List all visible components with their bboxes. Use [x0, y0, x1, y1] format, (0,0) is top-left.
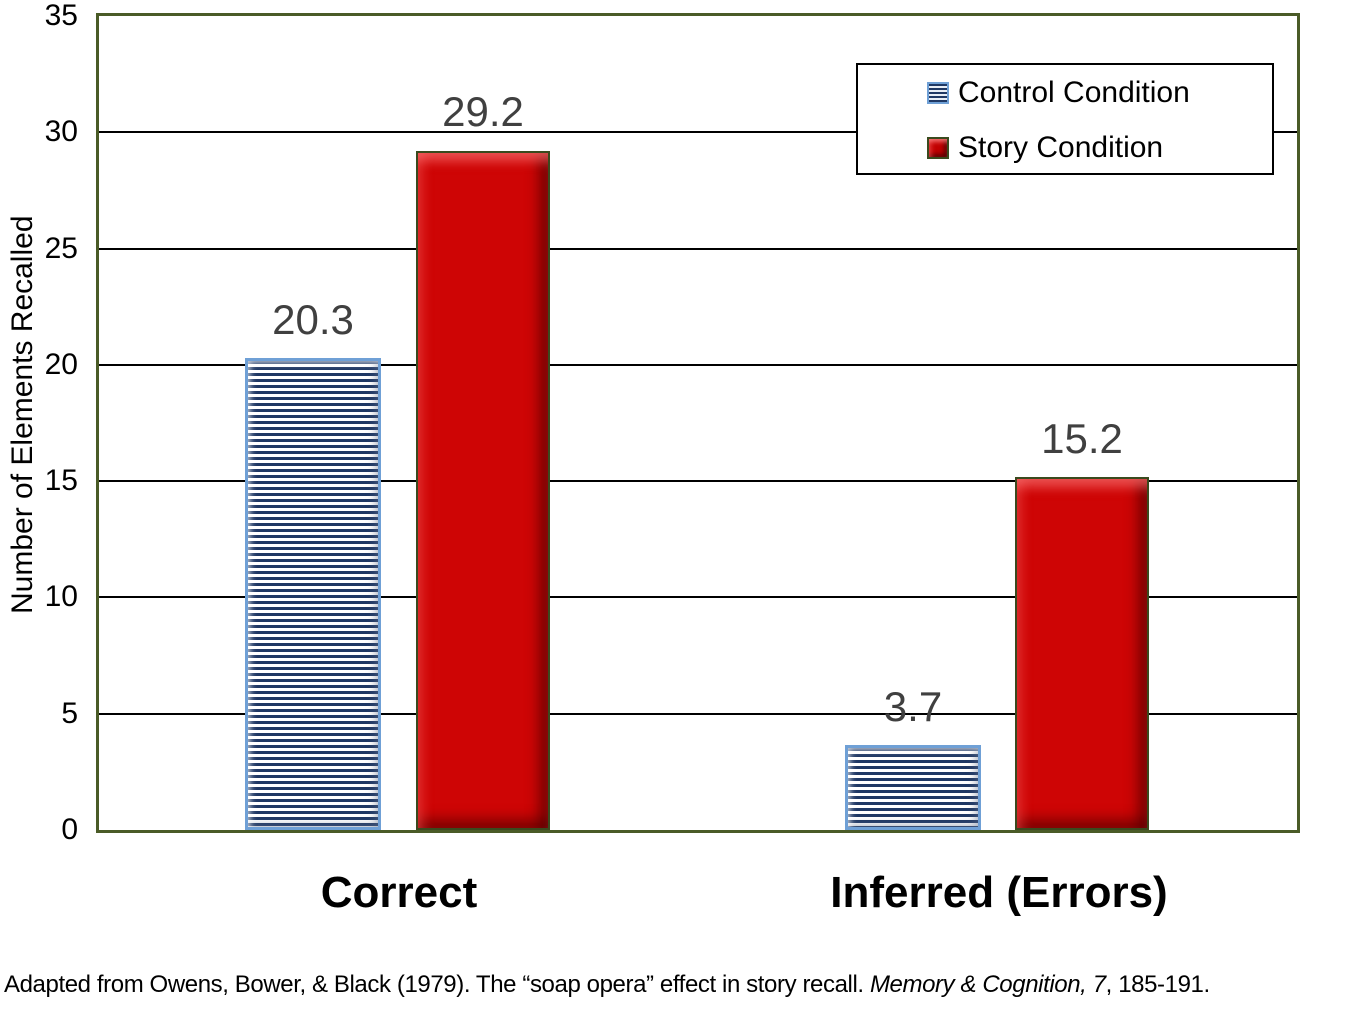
value-label-correct-story: 29.2 — [442, 88, 524, 135]
legend-label-control: Control Condition — [958, 76, 1190, 109]
citation-text: Adapted from Owens, Bower, & Black (1979… — [4, 971, 870, 998]
y-tick-25: 25 — [44, 232, 78, 265]
y-tick-20: 20 — [44, 348, 78, 381]
legend — [856, 63, 1274, 175]
citation-journal-italic: Memory & Cognition, 7 — [869, 971, 1106, 998]
value-label-correct-control: 20.3 — [272, 296, 354, 343]
y-tick-15: 15 — [44, 464, 78, 497]
bar-correct-control — [245, 358, 381, 830]
gridline-30 — [99, 131, 1297, 133]
citation-pages: , 185-191. — [1105, 971, 1210, 998]
value-label-inferred-control: 3.7 — [883, 683, 943, 730]
gridline-25 — [99, 248, 1297, 250]
gridline-15 — [99, 480, 1297, 482]
legend-label-story: Story Condition — [958, 131, 1164, 164]
gridline-5 — [99, 713, 1297, 715]
x-category-correct: Correct — [320, 868, 478, 917]
y-tick-5: 5 — [61, 697, 78, 730]
legend-swatch-story-red-icon — [927, 137, 949, 159]
bar-inferred-story — [1015, 477, 1149, 830]
gridline-20 — [99, 364, 1297, 366]
x-category-inferred-errors: Inferred (Errors) — [830, 868, 1168, 917]
y-tick-35: 35 — [44, 0, 78, 32]
y-tick-0: 0 — [61, 813, 78, 846]
bar-inferred-control — [845, 745, 981, 830]
legend-swatch-control-striped-icon — [927, 82, 949, 104]
gridline-10 — [99, 596, 1297, 598]
y-tick-10: 10 — [44, 580, 78, 613]
y-tick-30: 30 — [44, 115, 78, 148]
value-label-inferred-story: 15.2 — [1041, 415, 1123, 462]
bar-correct-story — [416, 151, 550, 830]
source-citation: Adapted from Owens, Bower, & Black (1979… — [4, 971, 1347, 999]
